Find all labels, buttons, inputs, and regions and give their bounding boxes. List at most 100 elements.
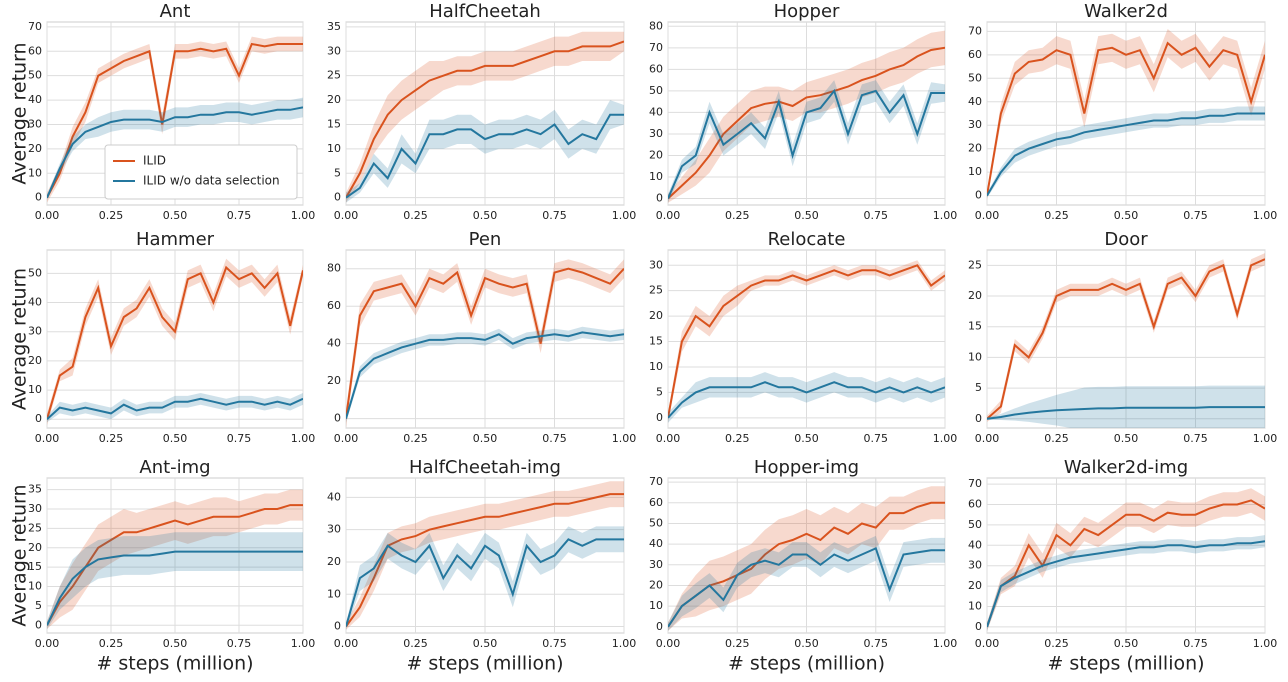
chart-title: Relocate bbox=[768, 229, 846, 250]
y-tick-label: 20 bbox=[649, 309, 663, 322]
y-tick-label: 20 bbox=[968, 142, 982, 155]
x-tick-label: 0.75 bbox=[864, 637, 889, 650]
y-tick-label: 20 bbox=[28, 541, 42, 554]
line bbox=[346, 331, 624, 419]
y-tick-label: 20 bbox=[327, 555, 341, 568]
y-tick-label: 35 bbox=[327, 20, 341, 33]
y-tick-label: 20 bbox=[28, 142, 42, 155]
error-band bbox=[47, 393, 303, 423]
y-tick-label: 70 bbox=[968, 24, 982, 37]
y-tick-label: 10 bbox=[28, 166, 42, 179]
x-tick-label: 1.00 bbox=[933, 432, 958, 445]
plot-layer bbox=[987, 29, 1265, 201]
y-tick-label: 40 bbox=[327, 337, 341, 350]
y-tick-label: 40 bbox=[968, 538, 982, 551]
x-tick-label: 0.50 bbox=[1114, 637, 1139, 650]
y-tick-label: 25 bbox=[28, 521, 42, 534]
chart-title: Ant bbox=[160, 1, 191, 22]
y-tick-label: 30 bbox=[28, 117, 42, 130]
chart-title: Door bbox=[1104, 229, 1148, 250]
y-tick-label: 0 bbox=[975, 412, 982, 425]
x-tick-label: 0.00 bbox=[656, 637, 681, 650]
x-tick-label: 0.50 bbox=[163, 209, 188, 222]
x-tick-label: 0.25 bbox=[725, 209, 750, 222]
x-tick-label: 0.25 bbox=[99, 432, 124, 445]
x-tick-label: 0.50 bbox=[163, 432, 188, 445]
error-band bbox=[987, 488, 1265, 631]
x-tick-label: 1.00 bbox=[291, 209, 316, 222]
y-tick-label: 10 bbox=[327, 587, 341, 600]
y-axis-label: Average return bbox=[9, 42, 31, 184]
line bbox=[668, 88, 945, 199]
x-tick-label: 0.25 bbox=[403, 209, 428, 222]
x-tick-label: 0.00 bbox=[35, 432, 60, 445]
plot-layer bbox=[668, 260, 945, 423]
y-tick-label: 40 bbox=[28, 93, 42, 106]
x-tick-label: 0.50 bbox=[163, 637, 188, 650]
x-tick-label: 0.25 bbox=[1044, 209, 1069, 222]
y-tick-label: 25 bbox=[327, 69, 341, 82]
line bbox=[346, 493, 624, 628]
line bbox=[47, 550, 303, 626]
legend-label: ILID w/o data selection bbox=[143, 174, 280, 188]
y-tick-label: 30 bbox=[968, 118, 982, 131]
line bbox=[346, 40, 624, 199]
y-tick-label: 10 bbox=[968, 165, 982, 178]
line bbox=[346, 113, 624, 199]
y-tick-label: 60 bbox=[28, 44, 42, 57]
y-tick-label: 30 bbox=[28, 502, 42, 515]
y-tick-label: 10 bbox=[649, 599, 663, 612]
plot-layer bbox=[47, 258, 303, 426]
line bbox=[987, 41, 1265, 196]
plot-layer bbox=[987, 253, 1265, 428]
line bbox=[47, 397, 303, 420]
y-tick-label: 10 bbox=[649, 170, 663, 183]
y-tick-label: 20 bbox=[649, 578, 663, 591]
error-band bbox=[668, 486, 945, 631]
line bbox=[47, 265, 303, 420]
x-tick-label: 1.00 bbox=[612, 209, 637, 222]
x-tick-label: 0.25 bbox=[1044, 432, 1069, 445]
x-tick-label: 0.25 bbox=[725, 637, 750, 650]
y-tick-label: 0 bbox=[35, 618, 42, 631]
plot-layer bbox=[47, 36, 303, 203]
x-tick-label: 0.75 bbox=[864, 432, 889, 445]
error-band bbox=[987, 29, 1265, 201]
error-band bbox=[346, 259, 624, 428]
x-tick-label: 0.50 bbox=[473, 637, 498, 650]
y-tick-label: 0 bbox=[975, 189, 982, 202]
x-tick-label: 0.50 bbox=[1114, 432, 1139, 445]
x-tick-label: 0.00 bbox=[35, 209, 60, 222]
y-tick-label: 70 bbox=[968, 477, 982, 490]
y-tick-label: 25 bbox=[968, 258, 982, 271]
y-tick-label: 50 bbox=[28, 69, 42, 82]
x-tick-label: 1.00 bbox=[612, 432, 637, 445]
x-tick-label: 0.25 bbox=[403, 432, 428, 445]
x-tick-label: 1.00 bbox=[1253, 209, 1278, 222]
y-tick-label: 0 bbox=[334, 412, 341, 425]
y-tick-label: 15 bbox=[649, 335, 663, 348]
y-tick-label: 0 bbox=[35, 412, 42, 425]
line bbox=[668, 264, 945, 418]
line bbox=[668, 381, 945, 419]
line bbox=[47, 42, 303, 199]
y-tick-label: 15 bbox=[327, 117, 341, 130]
y-tick-label: 20 bbox=[968, 579, 982, 592]
x-tick-label: 0.50 bbox=[473, 209, 498, 222]
y-tick-label: 25 bbox=[649, 284, 663, 297]
y-tick-label: 40 bbox=[968, 95, 982, 108]
x-tick-label: 0.25 bbox=[99, 209, 124, 222]
chart-title: Hopper bbox=[774, 1, 840, 22]
y-tick-label: 70 bbox=[649, 475, 663, 488]
x-tick-label: 1.00 bbox=[1253, 432, 1278, 445]
y-tick-label: 60 bbox=[649, 496, 663, 509]
x-tick-label: 0.25 bbox=[403, 637, 428, 650]
y-tick-label: 60 bbox=[968, 498, 982, 511]
plot-layer bbox=[987, 488, 1265, 631]
y-tick-label: 80 bbox=[327, 262, 341, 275]
x-tick-label: 0.75 bbox=[542, 432, 567, 445]
line bbox=[987, 112, 1265, 197]
y-tick-label: 10 bbox=[968, 350, 982, 363]
legend-box bbox=[104, 144, 298, 200]
